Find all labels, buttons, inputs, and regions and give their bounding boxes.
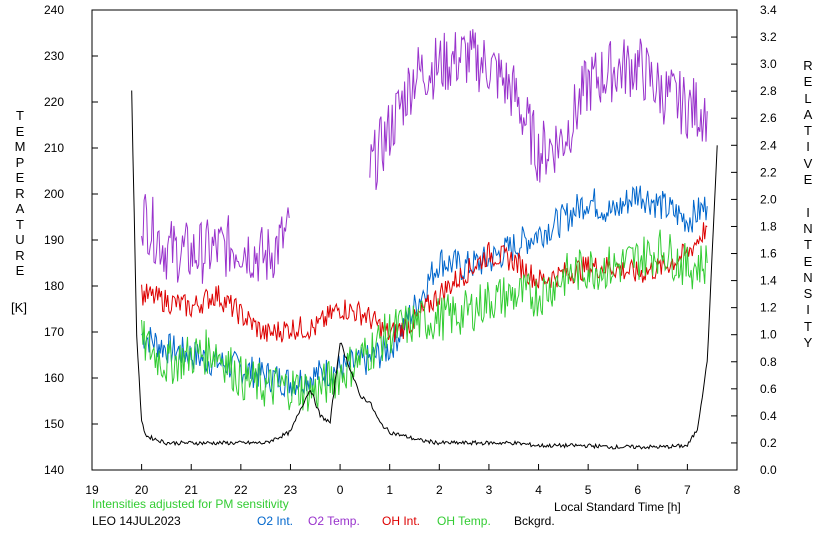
y-axis-left-letter: M [14, 139, 26, 154]
left-axis: 140 150 160 170 180 190 200 210 220 230 240 [44, 3, 98, 477]
right-tick-label: 0.8 [760, 355, 777, 369]
series-line-bckgrd [131, 90, 718, 450]
x-axis: 19 20 21 22 23 0 1 2 3 4 5 6 7 8 [85, 464, 741, 497]
right-tick-label: 2.0 [760, 192, 777, 206]
series-layer [131, 29, 718, 450]
series-line-o2-temp [141, 194, 290, 284]
y-axis-right-letter: R [803, 58, 813, 73]
right-tick-label: 1.4 [760, 274, 777, 288]
y-axis-left-letter: R [15, 247, 25, 263]
x-tick-label: 2 [436, 483, 443, 497]
y-axis-left-letter: E [15, 263, 25, 278]
y-axis-right-letter: A [803, 106, 813, 122]
right-tick-label: 3.4 [760, 3, 777, 17]
y-axis-right-letter: V [803, 155, 813, 171]
series-line-o2-temp [369, 29, 708, 190]
y-axis-right-letter: I [806, 204, 810, 220]
right-tick-label: 0.6 [760, 382, 777, 396]
x-tick-label: 22 [234, 483, 248, 497]
x-tick-label: 1 [386, 483, 393, 497]
right-tick-label: 0.4 [760, 409, 777, 423]
right-tick-label: 0.0 [760, 463, 777, 477]
y-axis-left-letter: U [15, 232, 25, 247]
x-tick-label: 19 [85, 483, 99, 497]
x-tick-label: 8 [734, 483, 741, 497]
y-axis-right-letter: T [804, 318, 812, 334]
y-axis-right-letter: I [806, 302, 810, 318]
right-tick-label: 1.2 [760, 301, 777, 315]
right-tick-label: 2.2 [760, 165, 777, 179]
left-tick-label: 150 [44, 417, 64, 431]
left-tick-label: 200 [44, 187, 64, 201]
y-axis-right-letter: S [803, 286, 813, 302]
plot-area [91, 9, 738, 471]
y-axis-left-letter: T [16, 216, 24, 232]
y-axis-right-letter [800, 188, 816, 204]
right-tick-label: 3.2 [760, 30, 777, 44]
right-tick-label: 1.8 [760, 219, 777, 233]
y-axis-left-letter: R [15, 185, 25, 201]
left-tick-label: 210 [44, 141, 64, 155]
right-tick-label: 2.8 [760, 84, 777, 98]
y-axis-right-letter: E [803, 172, 813, 188]
x-tick-label: 3 [486, 483, 493, 497]
right-tick-label: 1.6 [760, 247, 777, 261]
left-tick-label: 240 [44, 3, 64, 17]
left-tick-label: 160 [44, 371, 64, 385]
y-axis-right-letter: L [804, 90, 812, 106]
left-tick-label: 190 [44, 233, 64, 247]
y-axis-left-letter: E [15, 170, 25, 185]
y-axis-right-letter: I [806, 139, 810, 155]
x-tick-label: 6 [634, 483, 641, 497]
x-tick-label: 4 [535, 483, 542, 497]
y-axis-left-unit: [K] [11, 300, 27, 315]
right-axis: 0.0 0.2 0.4 0.6 0.8 1.0 1.2 1.4 1.6 1.8 2.0 2.2 2.4 2… [731, 3, 777, 477]
y-axis-left-letter: A [15, 201, 25, 216]
left-tick-label: 170 [44, 325, 64, 339]
left-tick-label: 140 [44, 463, 64, 477]
legend-o2-temp: O2 Temp. [308, 514, 360, 528]
x-tick-label: 7 [684, 483, 691, 497]
x-tick-label: 23 [284, 483, 298, 497]
y-axis-left-letter: P [15, 154, 25, 170]
left-tick-label: 230 [44, 49, 64, 63]
left-tick-label: 220 [44, 95, 64, 109]
x-tick-label: 0 [337, 483, 344, 497]
x-tick-label: 5 [585, 483, 592, 497]
left-tick-label: 180 [44, 279, 64, 293]
legend-o2-int: O2 Int. [257, 514, 294, 528]
right-tick-label: 3.0 [760, 57, 777, 71]
y-axis-right-letter: T [804, 237, 812, 253]
x-axis-label: Local Standard Time [h] [554, 500, 681, 514]
y-axis-right-letter: E [803, 74, 813, 90]
legend-oh-int: OH Int. [382, 514, 421, 528]
y-axis-right-letter: E [803, 253, 813, 269]
right-tick-label: 0.2 [760, 436, 777, 450]
right-tick-label: 2.4 [760, 138, 777, 152]
y-axis-left-letter: E [15, 123, 25, 139]
x-tick-label: 20 [135, 483, 149, 497]
y-axis-right-letter: N [803, 269, 813, 285]
series-line-oh-temp [141, 229, 708, 412]
right-tick-label: 2.6 [760, 111, 777, 125]
y-axis-right-letter: Y [803, 335, 813, 351]
x-tick-label: 21 [185, 483, 199, 497]
y-axis-left-letter: T [16, 108, 24, 123]
station-date: LEO 14JUL2023 [92, 514, 181, 528]
y-axis-right-letter: T [804, 123, 812, 139]
series-line-o2-int [141, 185, 708, 398]
sensitivity-note: Intensities adjusted for PM sensitivity [92, 497, 289, 511]
legend-background: Bckgrd. [514, 514, 555, 528]
y-axis-right-letter: N [803, 220, 813, 236]
legend-oh-temp: OH Temp. [437, 514, 491, 528]
right-tick-label: 1.0 [760, 328, 777, 342]
